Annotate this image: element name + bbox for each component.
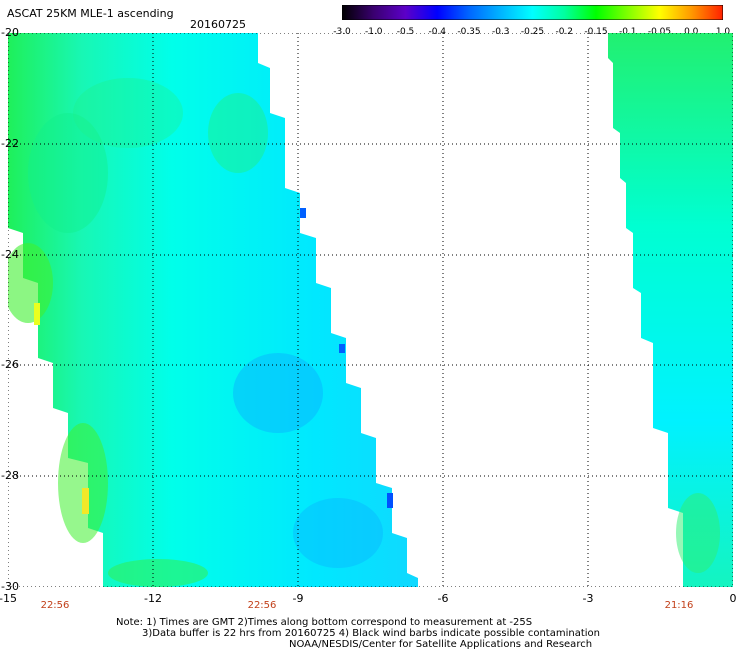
colorbar-label: -0.05 (647, 27, 672, 37)
map-date: 20160725 (190, 18, 246, 31)
colorbar-label: -0.1 (618, 27, 637, 37)
pass-time-2: 22:56 (247, 600, 277, 611)
x-tick-6: 0 (729, 592, 737, 605)
y-tick-1: -20 (1, 26, 19, 39)
y-tick-2: -22 (1, 137, 19, 150)
colorbar-label: -0.35 (457, 27, 481, 37)
colorbar (342, 5, 723, 20)
y-tick-4: -26 (1, 358, 19, 371)
west-swath (8, 33, 418, 587)
x-tick-3: -9 (292, 592, 304, 605)
colorbar-label: -0.2 (555, 27, 574, 37)
graticule (8, 33, 733, 587)
colorbar-label: -0.3 (491, 27, 510, 37)
colorbar-label: 1.0 (715, 27, 731, 37)
colorbar-label: -0.4 (428, 27, 447, 37)
colorbar-label: -0.15 (584, 27, 608, 37)
x-tick-2: -12 (144, 592, 162, 605)
y-tick-5: -28 (1, 469, 19, 482)
map-title: ASCAT 25KM MLE-1 ascending (7, 7, 174, 20)
colorbar-label: -0.5 (396, 27, 415, 37)
note-line-3: NOAA/NESDIS/Center for Satellite Applica… (289, 639, 593, 650)
x-tick-1: -15 (0, 592, 17, 605)
y-tick-6: -30 (1, 580, 19, 593)
pass-time-1: 22:56 (40, 600, 70, 611)
note-line-1: Note: 1) Times are GMT 2)Times along bot… (116, 617, 533, 628)
colorbar-label: -0.25 (520, 27, 545, 37)
map-plot (8, 33, 733, 587)
x-tick-4: -6 (437, 592, 449, 605)
y-tick-3: -24 (1, 248, 19, 261)
pass-time-3: 21:16 (664, 600, 694, 611)
colorbar-ramp (342, 5, 723, 20)
colorbar-label: -1.0 (364, 27, 383, 37)
east-swath (608, 33, 733, 587)
note-line-2: 3)Data buffer is 22 hrs from 20160725 4)… (142, 628, 600, 639)
x-tick-5: -3 (582, 592, 594, 605)
colorbar-label: 0.0 (684, 27, 699, 37)
colorbar-label: -3.0 (333, 27, 351, 37)
